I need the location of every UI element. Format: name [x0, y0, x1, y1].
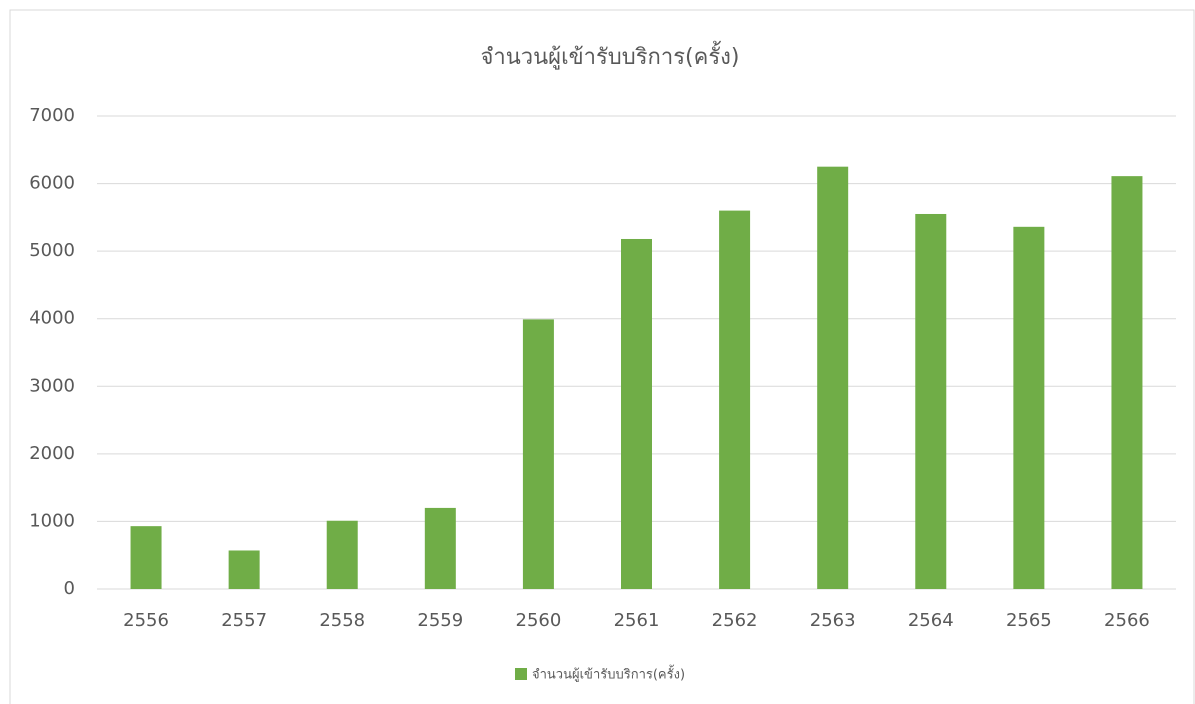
x-tick-label: 2556 — [123, 610, 169, 631]
x-tick-label: 2558 — [319, 610, 365, 631]
y-tick-label: 7000 — [29, 105, 75, 126]
x-tick-label: 2560 — [516, 610, 562, 631]
legend-label: จำนวนผู้เข้ารับบริการ(ครั้ง) — [532, 665, 685, 683]
bar — [130, 526, 162, 589]
x-tick-label: 2563 — [810, 610, 856, 631]
bar — [522, 319, 554, 589]
y-tick-label: 6000 — [29, 173, 75, 194]
bar — [326, 520, 358, 589]
bar — [621, 238, 652, 590]
y-tick-label: 2000 — [29, 443, 75, 464]
x-tick-label: 2562 — [712, 610, 758, 631]
bar — [719, 210, 751, 589]
chart-title: จำนวนผู้เข้ารับบริการ(ครั้ง) — [481, 41, 740, 70]
x-tick-label: 2561 — [614, 610, 660, 631]
bar — [424, 507, 456, 589]
bar — [915, 213, 947, 589]
chart-border — [9, 9, 1195, 704]
bar — [228, 550, 260, 589]
y-tick-label: 3000 — [29, 375, 75, 396]
y-tick-label: 4000 — [29, 308, 75, 329]
x-tick-label: 2557 — [221, 610, 267, 631]
legend-swatch — [515, 668, 527, 680]
bar — [1111, 176, 1143, 590]
x-tick-label: 2566 — [1104, 610, 1150, 631]
x-tick-label: 2564 — [908, 610, 954, 631]
x-tick-label: 2559 — [417, 610, 463, 631]
bar — [817, 166, 849, 589]
x-tick-label: 2565 — [1006, 610, 1052, 631]
y-tick-label: 0 — [64, 578, 75, 599]
bar — [1013, 226, 1045, 589]
y-tick-label: 1000 — [29, 510, 75, 531]
y-tick-label: 5000 — [29, 240, 75, 261]
